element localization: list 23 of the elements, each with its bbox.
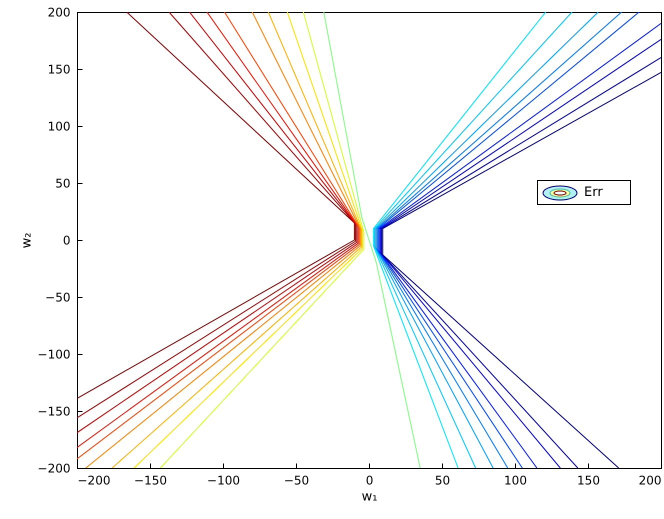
y-tick-label: 0 [62, 234, 70, 248]
x-tick-label: −100 [207, 474, 240, 488]
y-tick-label: 150 [48, 62, 70, 76]
x-tick-label: 50 [434, 474, 450, 488]
x-tick-label: −150 [134, 474, 167, 488]
y-tick-label: −100 [38, 348, 70, 362]
x-tick-label: 0 [366, 474, 374, 488]
y-tick-label: 100 [48, 120, 70, 134]
y-tick-label: 50 [55, 176, 70, 190]
x-tick-label: −50 [284, 474, 310, 488]
legend-box: Err [537, 180, 631, 205]
y-tick-label: −150 [38, 404, 70, 418]
line-series [323, 12, 421, 468]
y-tick-label: −200 [38, 462, 70, 476]
y-tick-label: −50 [45, 290, 70, 304]
x-tick-label: 100 [504, 474, 527, 488]
annotation: Err [584, 185, 603, 200]
x-tick-label: −200 [78, 474, 110, 488]
x-axis-title: w₁ [362, 490, 378, 504]
y-axis-title: w₂ [20, 232, 35, 248]
y-tick-label: 200 [48, 6, 70, 20]
x-tick-label: 200 [638, 474, 662, 488]
x-tick-label: 150 [577, 474, 600, 488]
